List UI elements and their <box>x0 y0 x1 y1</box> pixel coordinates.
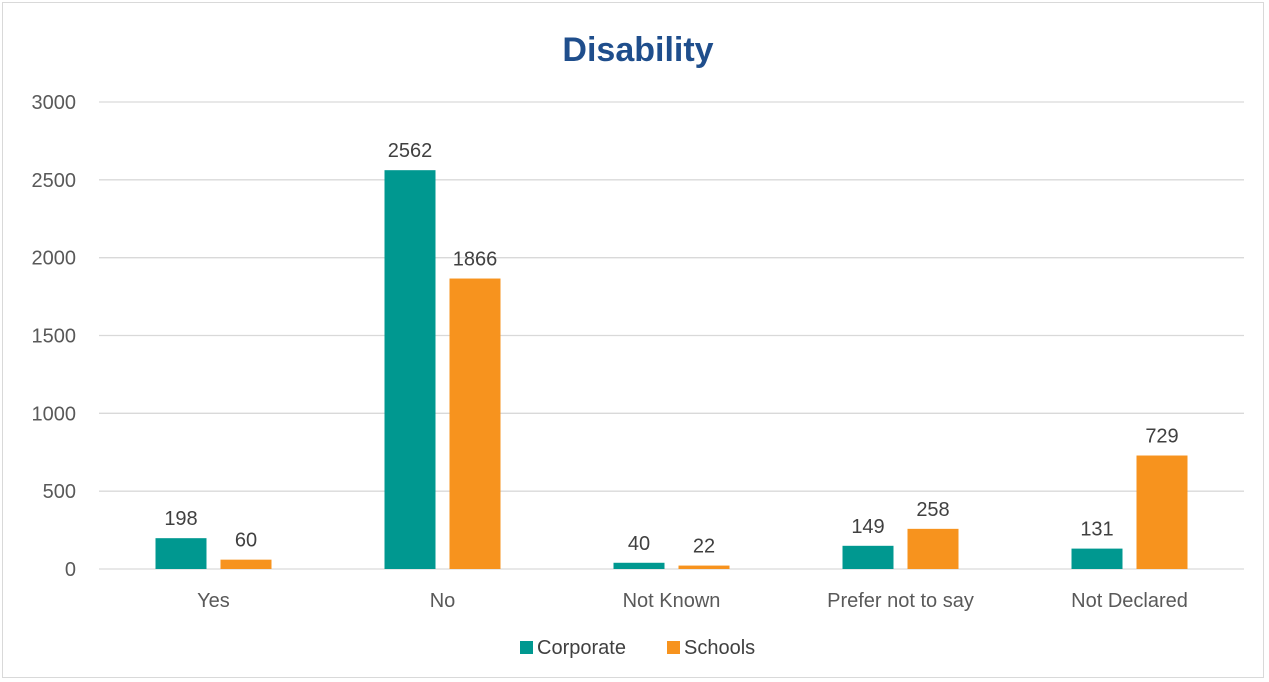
data-labels: 198 60 2562 1866 40 22 149 258 131 729 <box>164 140 1178 557</box>
x-tick-label: No <box>430 590 456 612</box>
x-tick-label: Yes <box>197 590 230 612</box>
bar-corporate-1 <box>384 170 436 569</box>
y-tick-label: 2000 <box>32 248 77 270</box>
y-tick-label: 1500 <box>32 326 77 348</box>
data-label: 729 <box>1145 426 1178 448</box>
bar-corporate-4 <box>1071 548 1123 569</box>
bar-corporate-0 <box>155 538 207 569</box>
bar-schools-2 <box>678 565 730 569</box>
gridlines <box>99 101 1244 570</box>
x-tick-label: Not Known <box>623 590 721 612</box>
bar-corporate-3 <box>842 545 894 569</box>
legend: Corporate Schools <box>520 637 755 659</box>
bar-schools-1 <box>449 278 501 569</box>
bar-corporate-2 <box>613 562 665 569</box>
bar-schools-0 <box>220 559 272 569</box>
bar-schools-3 <box>907 528 959 569</box>
legend-swatch-schools <box>667 641 680 654</box>
data-label: 60 <box>235 530 257 552</box>
y-tick-label: 0 <box>65 559 76 581</box>
data-label: 258 <box>916 499 949 521</box>
data-label: 40 <box>628 533 650 555</box>
bars <box>155 170 1188 569</box>
y-tick-label: 1000 <box>32 403 77 425</box>
x-tick-label: Not Declared <box>1071 590 1188 612</box>
legend-label-corporate: Corporate <box>537 637 626 659</box>
chart-title: Disability <box>562 31 713 69</box>
legend-label-schools: Schools <box>684 637 755 659</box>
data-label: 149 <box>851 516 884 538</box>
y-tick-label: 3000 <box>32 92 77 114</box>
data-label: 1866 <box>453 249 498 271</box>
data-label: 198 <box>164 508 197 530</box>
y-tick-label: 500 <box>43 481 76 503</box>
data-label: 131 <box>1080 519 1113 541</box>
data-label: 2562 <box>388 140 433 162</box>
data-label: 22 <box>693 536 715 558</box>
legend-swatch-corporate <box>520 641 533 654</box>
x-axis-ticks: Yes No Not Known Prefer not to say Not Decla… <box>197 590 1188 612</box>
bar-schools-4 <box>1136 455 1188 569</box>
y-tick-label: 2500 <box>32 170 77 192</box>
x-tick-label: Prefer not to say <box>827 590 974 612</box>
y-axis-ticks: 0 500 1000 1500 2000 2500 3000 <box>32 92 77 581</box>
